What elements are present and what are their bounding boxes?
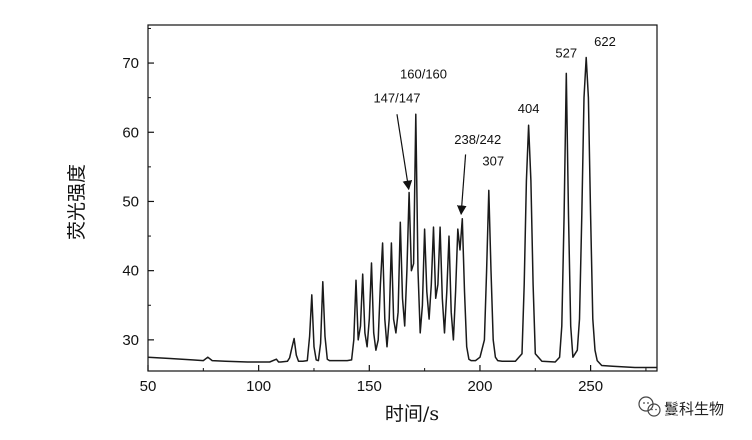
- peak-label: 404: [518, 101, 540, 116]
- peak-label: 147/147: [373, 91, 420, 106]
- series-line: [147, 56, 657, 369]
- x-tick-label: 250: [578, 378, 603, 395]
- peak-label: 160/160: [400, 66, 447, 81]
- peak-label: 527: [555, 46, 577, 61]
- y-tick-label: 50: [122, 193, 139, 210]
- y-tick-label: 40: [122, 263, 139, 280]
- y-axis-title: 荧光强度: [66, 164, 88, 240]
- peak-label: 307: [482, 153, 504, 168]
- wechat-icon: [638, 396, 661, 417]
- x-tick-label: 200: [467, 378, 492, 395]
- x-axis-title: 时间/s: [385, 403, 439, 425]
- x-tick-label: 50: [140, 378, 157, 395]
- peak-label: 238/242: [454, 132, 501, 147]
- y-tick-label: 60: [122, 124, 139, 141]
- peak-label: 622: [594, 34, 616, 49]
- annotation-arrow: [456, 154, 467, 216]
- x-tick-label: 150: [357, 378, 382, 395]
- watermark: 鬘科生物: [638, 396, 724, 418]
- y-tick-label: 70: [122, 55, 139, 72]
- watermark-text: 鬘科生物: [664, 400, 724, 418]
- x-tick-label: 100: [246, 378, 271, 395]
- y-tick-label: 30: [122, 332, 139, 349]
- plot-frame: [147, 24, 658, 372]
- annotation-arrow: [396, 114, 413, 191]
